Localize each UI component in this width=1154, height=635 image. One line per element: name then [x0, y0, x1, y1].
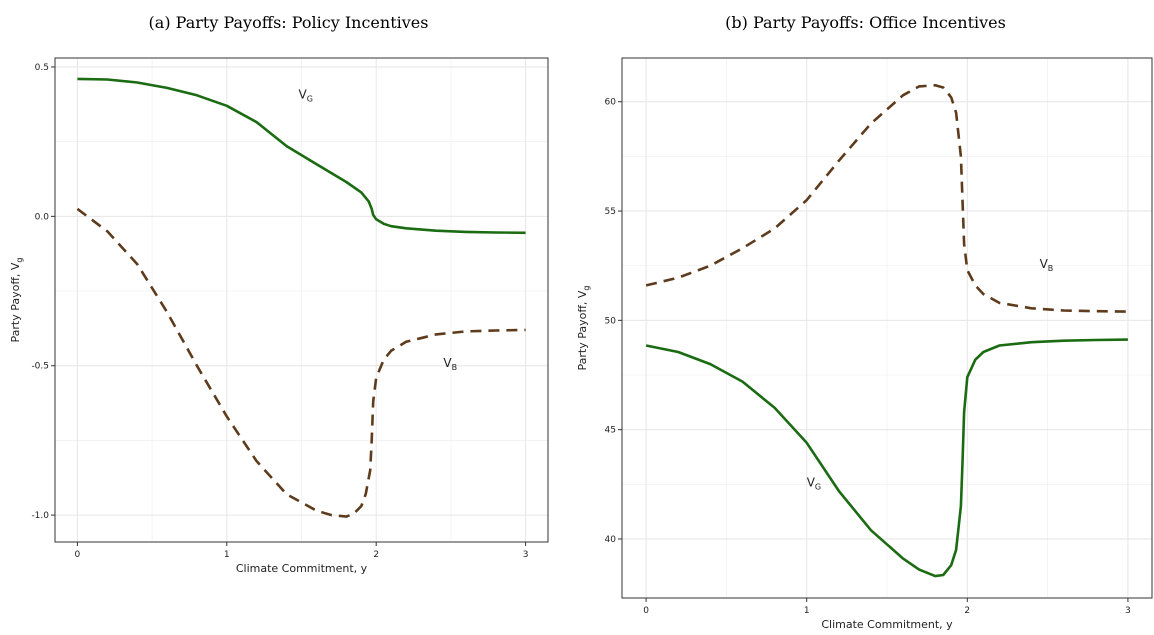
x-tick-label: 3 — [1125, 606, 1131, 616]
x-tick-label: 1 — [804, 606, 810, 616]
y-tick-label: 40 — [605, 535, 617, 545]
x-tick-label: 0 — [75, 550, 81, 560]
series-line-b — [76, 207, 526, 518]
y-tick-label: -0.5 — [31, 362, 49, 372]
x-tick-label: 2 — [964, 606, 970, 616]
y-tick-label: 45 — [605, 426, 616, 436]
y-tick-label: 0.0 — [35, 212, 50, 222]
y-tick-label: 55 — [605, 207, 616, 217]
y-axis-title: Party Payoff, Vg — [9, 257, 24, 342]
series-line-b — [645, 84, 1128, 313]
series-line-g — [645, 338, 1128, 578]
x-axis-title: Climate Commitment, y — [821, 618, 953, 631]
panel-b-title: (b) Party Payoffs: Office Incentives — [725, 13, 1006, 32]
y-tick-label: 50 — [605, 316, 617, 326]
y-axis-title: Party Payoff, Vg — [577, 285, 591, 370]
series-line-g — [77, 77, 526, 235]
x-tick-label: 0 — [643, 606, 649, 616]
x-tick-label: 2 — [373, 550, 379, 560]
x-tick-label: 3 — [523, 550, 529, 560]
y-tick-label: 60 — [605, 98, 617, 108]
y-tick-label: -1.0 — [31, 511, 49, 521]
plot-border — [621, 57, 1153, 599]
plot-border — [54, 57, 549, 543]
x-axis-title: Climate Commitment, y — [236, 562, 368, 575]
panel-a-title: (a) Party Payoffs: Policy Incentives — [148, 13, 429, 32]
y-tick-label: 0.5 — [35, 63, 49, 73]
x-tick-label: 1 — [224, 550, 230, 560]
